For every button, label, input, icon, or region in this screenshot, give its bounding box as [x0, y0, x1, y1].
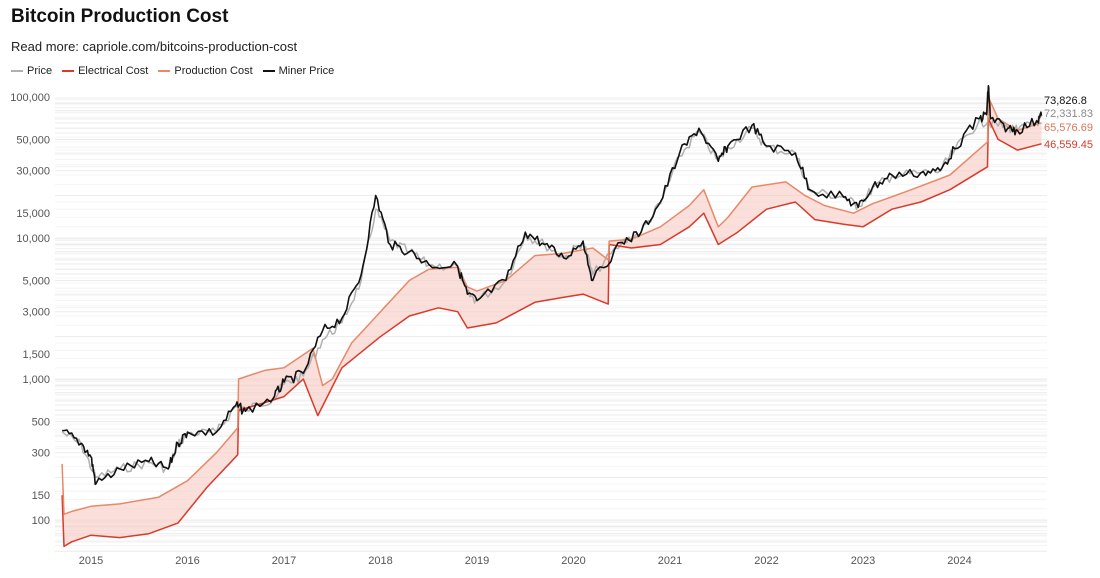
y-tick-label: 15,000 — [16, 208, 50, 220]
legend: Price Electrical Cost Production Cost Mi… — [11, 65, 334, 77]
end-value-label: 46,559.45 — [1044, 139, 1093, 151]
series-line-miner-price — [62, 85, 1043, 486]
legend-label: Price — [27, 65, 53, 77]
y-tick-label: 300 — [32, 448, 50, 460]
y-tick-label: 30,000 — [16, 166, 50, 178]
legend-item-electrical-cost[interactable]: Electrical Cost — [62, 65, 148, 77]
y-tick-label: 150 — [32, 490, 50, 502]
y-tick-label: 1,000 — [22, 374, 50, 386]
cost-band-area — [62, 97, 1042, 547]
y-tick-label: 10,000 — [16, 233, 50, 245]
legend-item-price[interactable]: Price — [11, 65, 52, 77]
legend-swatch — [262, 70, 275, 72]
y-tick-label: 100,000 — [10, 92, 50, 104]
y-tick-label: 1,500 — [22, 349, 50, 361]
x-tick-label: 2017 — [272, 555, 296, 567]
chart-subtitle-link[interactable]: Read more: capriole.com/bitcoins-product… — [11, 39, 298, 54]
x-tick-label: 2018 — [368, 555, 392, 567]
x-tick-label: 2015 — [79, 555, 103, 567]
legend-item-production-cost[interactable]: Production Cost — [158, 65, 253, 77]
legend-item-miner-price[interactable]: Miner Price — [262, 65, 335, 77]
legend-swatch — [11, 70, 23, 72]
y-tick-label: 500 — [32, 416, 50, 428]
series-line-production-cost — [61, 96, 1042, 515]
x-tick-label: 2019 — [465, 555, 489, 567]
legend-label: Production Cost — [174, 65, 253, 77]
x-tick-label: 2022 — [754, 555, 778, 567]
end-value-label: 73,826.8 — [1044, 95, 1087, 107]
y-tick-label: 50,000 — [16, 134, 50, 146]
x-tick-label: 2024 — [947, 555, 971, 567]
series-line-electrical-cost — [61, 118, 1042, 548]
legend-label: Electrical Cost — [78, 65, 149, 77]
x-tick-label: 2023 — [851, 555, 875, 567]
x-tick-label: 2020 — [561, 555, 585, 567]
y-tick-label: 3,000 — [22, 307, 50, 319]
legend-swatch — [62, 70, 75, 72]
legend-swatch — [158, 70, 171, 72]
chart-title: Bitcoin Production Cost — [11, 6, 229, 27]
y-tick-label: 100 — [32, 515, 50, 527]
end-value-label: 72,331.83 — [1044, 108, 1093, 120]
x-tick-label: 2021 — [658, 555, 682, 567]
legend-label: Miner Price — [278, 65, 335, 77]
y-tick-label: 5,000 — [22, 275, 50, 287]
end-value-label: 65,576.69 — [1044, 122, 1093, 134]
x-tick-label: 2016 — [175, 555, 199, 567]
